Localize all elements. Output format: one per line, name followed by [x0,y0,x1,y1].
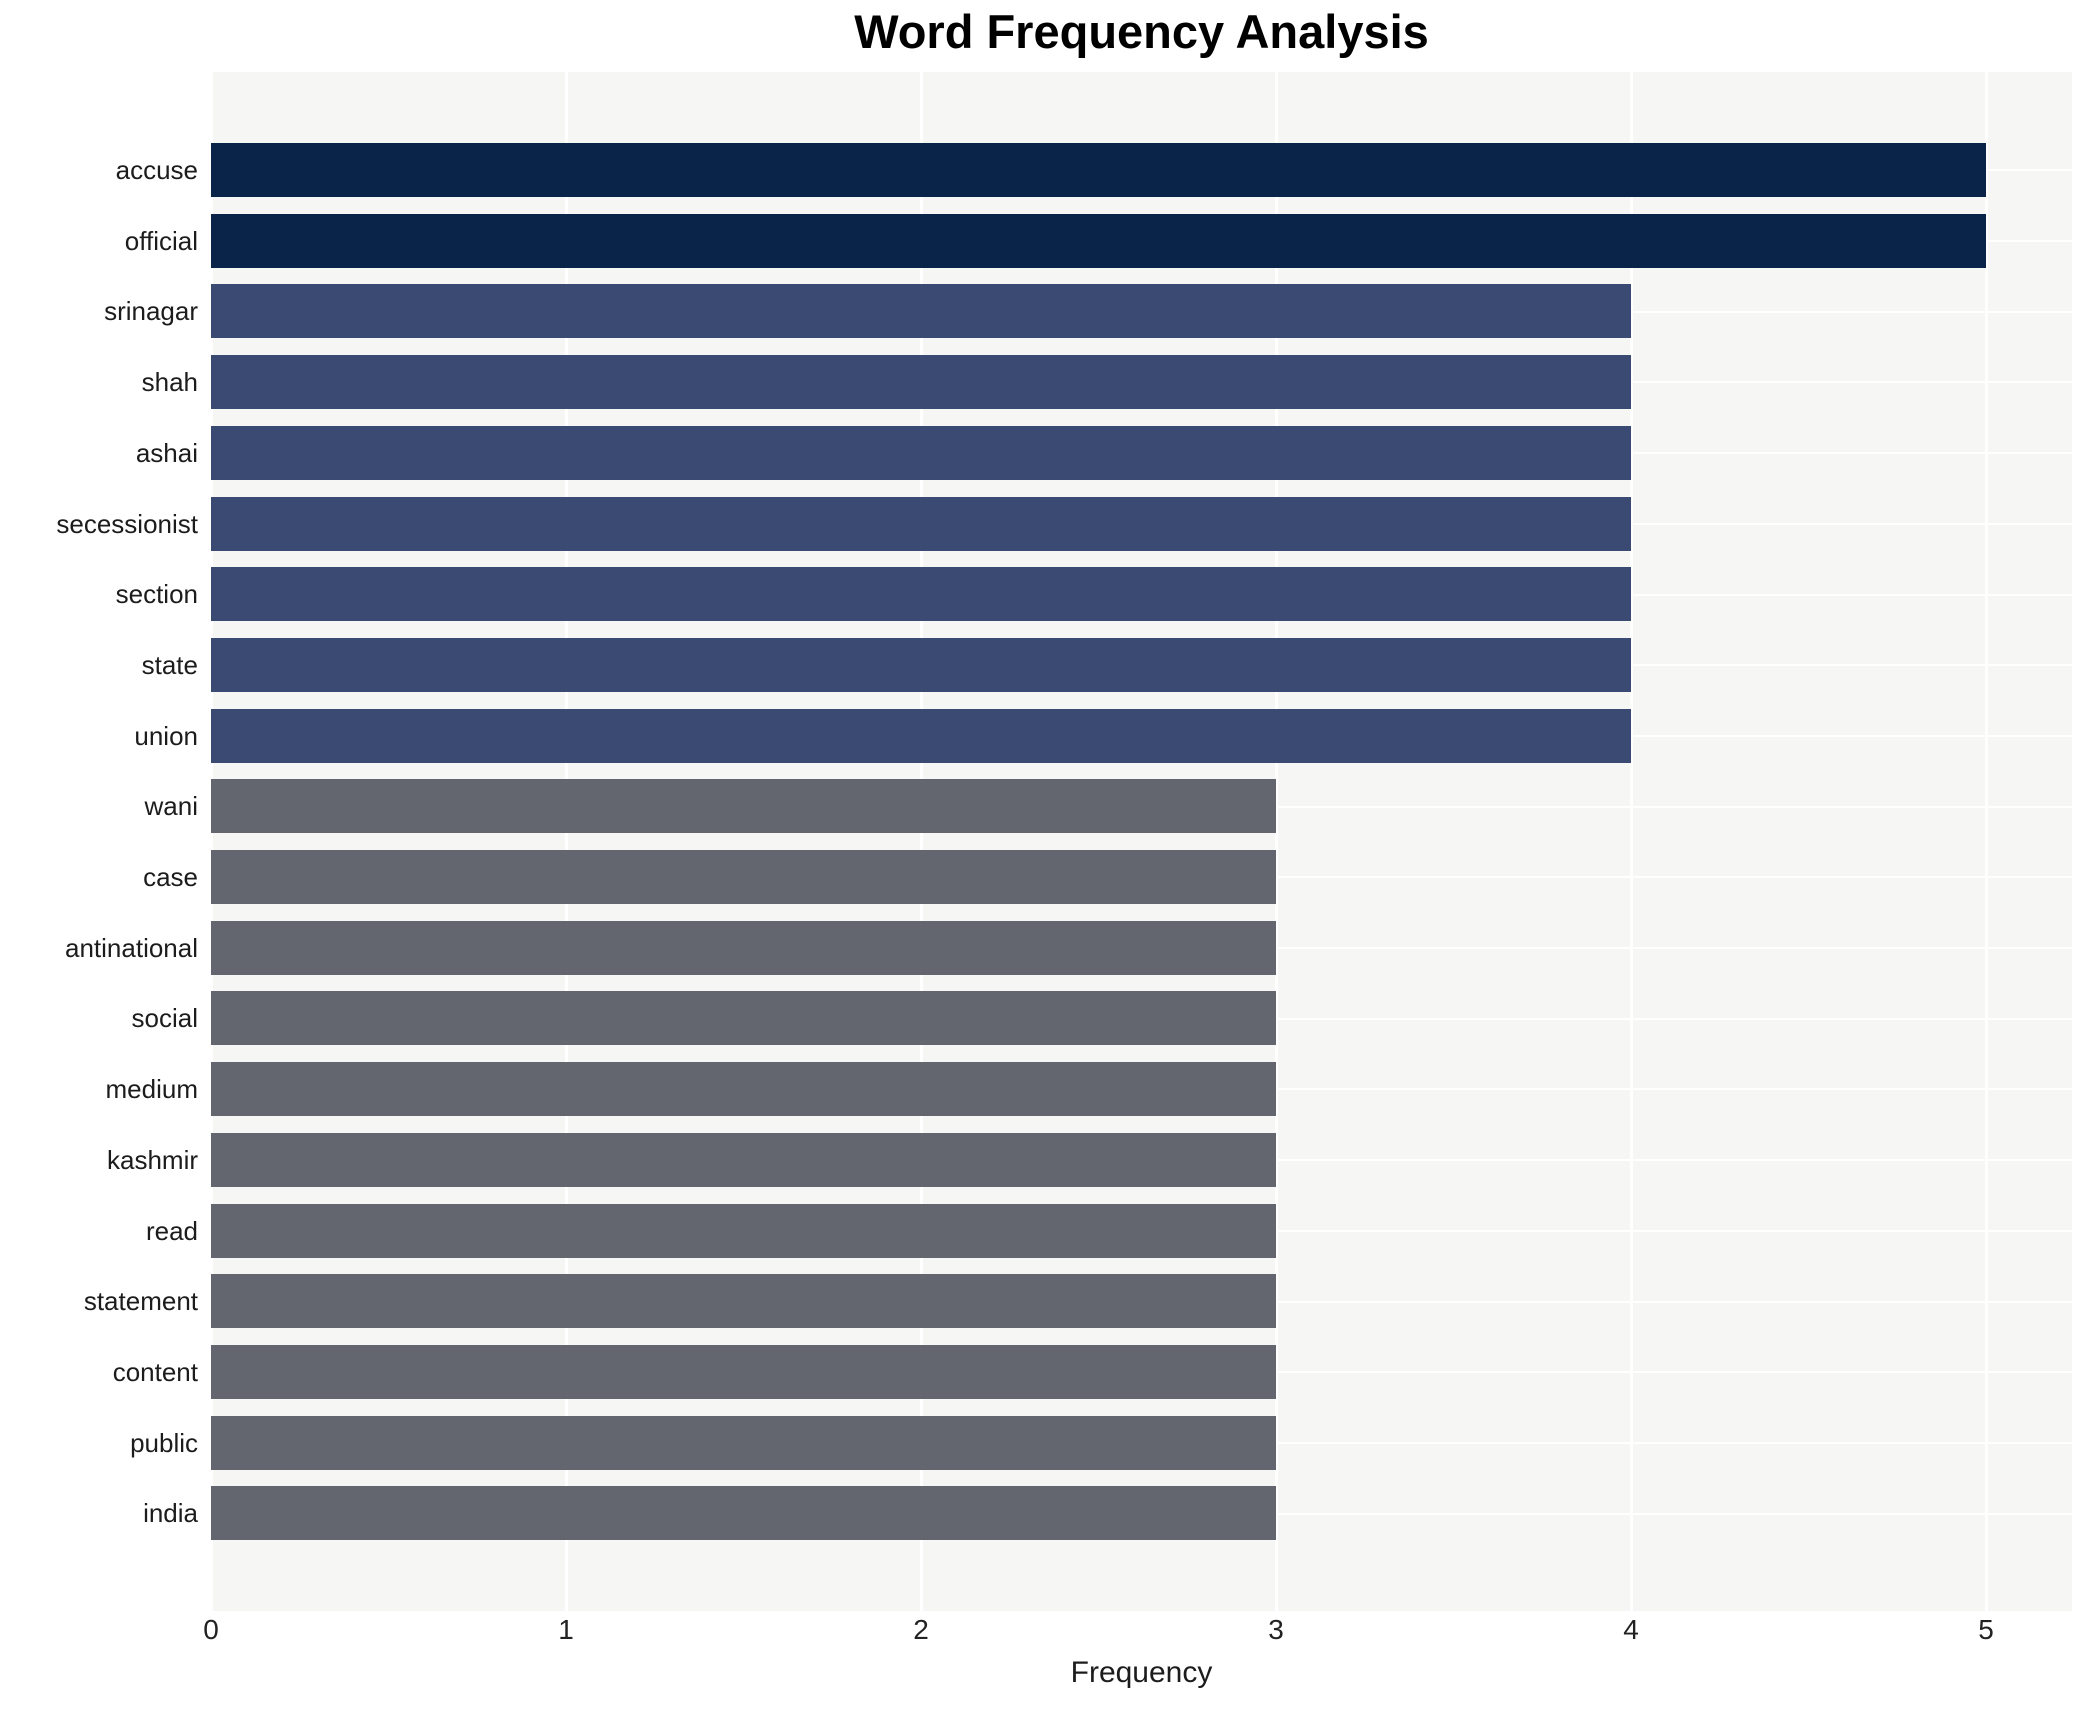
bar-public [211,1415,1276,1470]
bar-statement [211,1274,1276,1329]
bar-ashai [211,425,1631,480]
bar-content [211,1344,1276,1399]
gridline-x-1 [565,72,568,1611]
x-axis-title: Frequency [1070,1656,1213,1689]
bar-accuse [211,143,1986,197]
y-tick-label-union: union [134,720,198,751]
bar-social [211,991,1276,1046]
y-tick-label-social: social [131,1003,198,1034]
y-tick-label-srinagar: srinagar [104,296,198,327]
gridline-x-4 [1630,72,1633,1611]
x-tick-label-1: 1 [558,1614,574,1645]
bar-srinagar [211,284,1631,339]
x-tick-label-0: 0 [203,1614,219,1645]
y-tick-label-kashmir: kashmir [106,1144,198,1175]
y-tick-label-medium: medium [105,1074,198,1105]
bar-wani [211,779,1276,834]
bar-read [211,1203,1276,1258]
x-tick-label-4: 4 [1623,1614,1639,1645]
gridline-x-2 [920,72,923,1611]
gridline-x-0 [210,72,213,1611]
bar-antinational [211,920,1276,975]
y-tick-label-public: public [130,1427,198,1458]
gridline-x-3 [1275,72,1278,1611]
y-tick-label-section: section [115,579,198,610]
x-tick-label-2: 2 [913,1614,929,1645]
y-tick-label-ashai: ashai [135,437,198,468]
bar-official [211,213,1986,268]
y-tick-label-content: content [112,1356,198,1387]
bar-shah [211,355,1631,410]
y-tick-label-wani: wani [144,791,198,822]
bar-secessionist [211,496,1631,551]
y-tick-label-read: read [145,1215,198,1246]
y-tick-label-state: state [141,649,198,680]
chart-title: Word Frequency Analysis [854,5,1429,58]
gridline-x-5 [1985,72,1988,1611]
y-tick-label-accuse: accuse [115,155,198,185]
y-tick-label-shah: shah [141,367,198,398]
y-tick-label-secessionist: secessionist [56,508,198,539]
bar-india [211,1486,1276,1541]
x-tick-label-3: 3 [1268,1614,1284,1645]
y-tick-label-antinational: antinational [65,932,198,963]
y-tick-label-india: india [143,1498,198,1529]
bar-case [211,850,1276,904]
plot-panel [210,72,2072,1611]
bar-kashmir [211,1132,1276,1187]
bar-medium [211,1062,1276,1117]
bar-state [211,637,1631,692]
bar-union [211,708,1631,763]
bar-section [211,567,1631,622]
y-tick-label-case: case [143,862,198,892]
y-tick-label-official: official [124,225,198,256]
x-tick-label-5: 5 [1978,1614,1994,1645]
y-tick-label-statement: statement [83,1286,198,1317]
